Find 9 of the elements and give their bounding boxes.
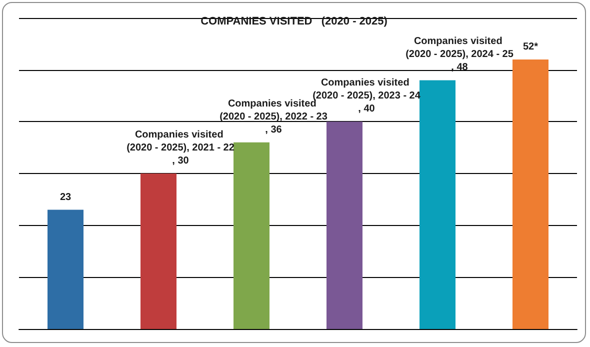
data-label: 23 [60,192,72,203]
bar [420,80,456,329]
bar [234,142,270,329]
bar [48,210,84,329]
bar [326,122,362,329]
data-label: 52* [522,41,538,52]
bar [140,174,176,329]
chart-title: COMPANIES VISITED (2020 - 2025) [200,16,388,28]
bar [512,59,548,329]
